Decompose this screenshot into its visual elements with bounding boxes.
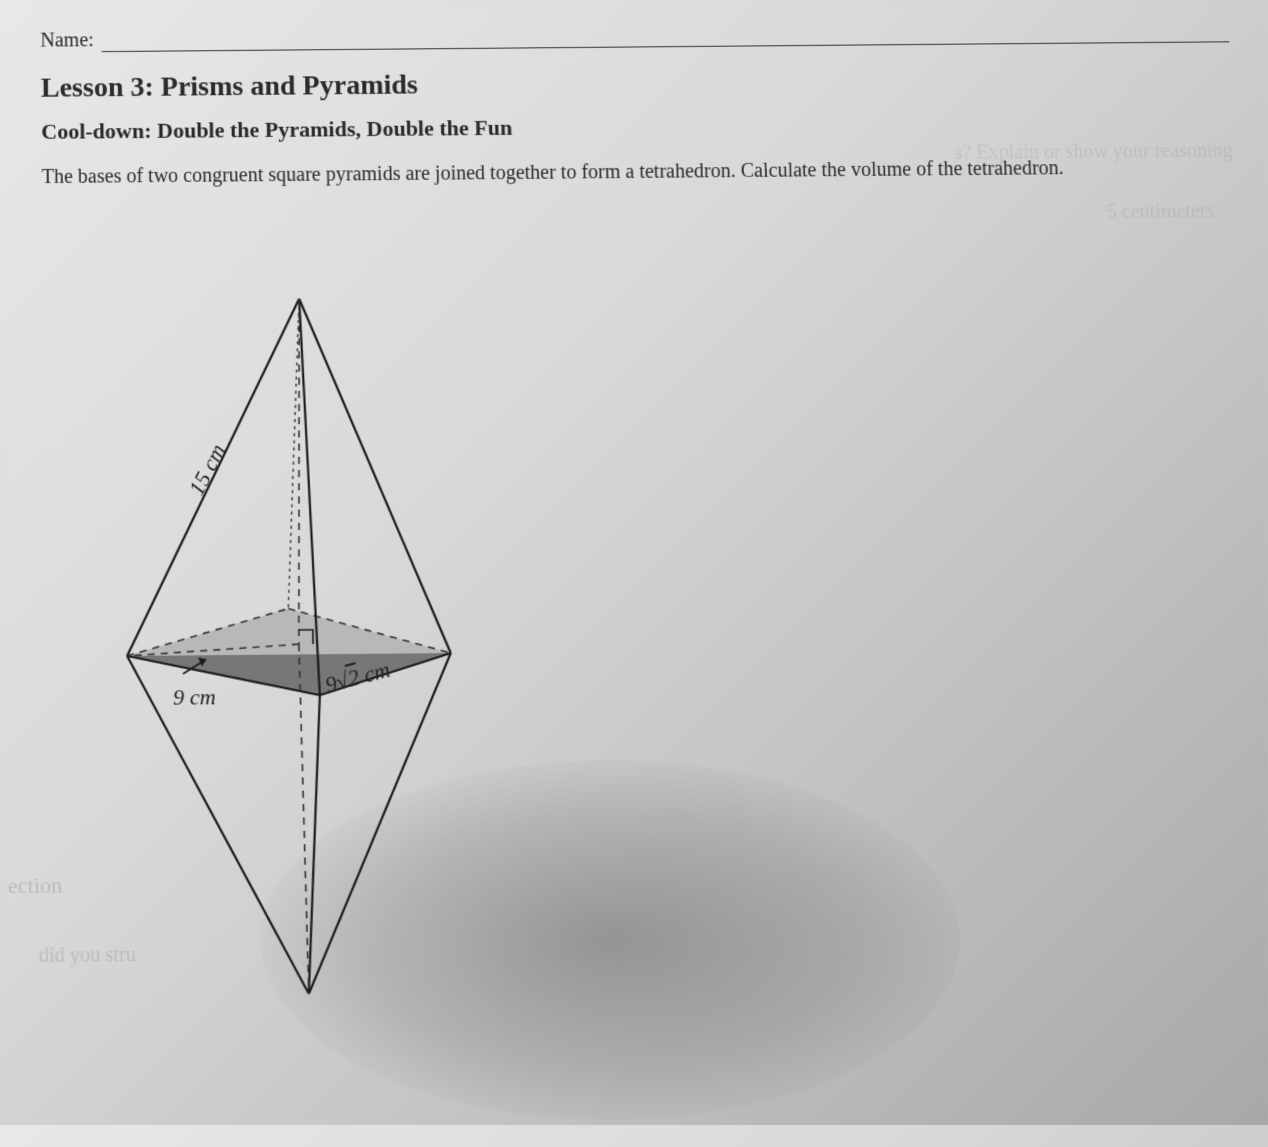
worksheet-page: Name: Lesson 3: Prisms and Pyramids Cool… <box>0 0 1268 1147</box>
problem-text: The bases of two congruent square pyrami… <box>42 153 1226 193</box>
lesson-title: Lesson 3: Prisms and Pyramids <box>41 62 1231 104</box>
name-underline[interactable] <box>102 24 1230 52</box>
bleedthrough-side: ection <box>8 872 63 899</box>
name-label: Name: <box>40 29 94 52</box>
bipyramid-figure: 15 cm 9 cm 92 cm <box>83 287 477 1026</box>
cooldown-subtitle: Cool-down: Double the Pyramids, Double t… <box>41 108 1232 145</box>
half-diagonal-label: 9 cm <box>173 684 216 711</box>
bipyramid-svg <box>83 287 477 1026</box>
bleedthrough-text: 5 centimeters <box>1106 200 1214 224</box>
bleedthrough-side: did you stru <box>39 944 136 969</box>
name-field-row: Name: <box>40 19 1229 52</box>
